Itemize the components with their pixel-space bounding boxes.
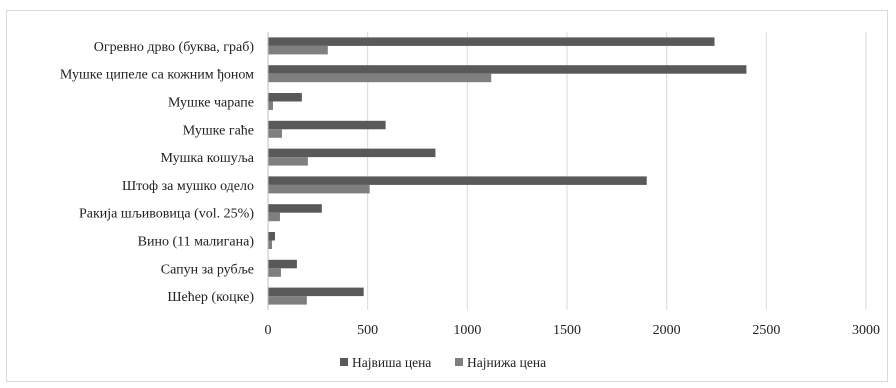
x-tick-label: 1500 — [553, 323, 581, 338]
bar-highest — [268, 259, 297, 269]
legend: Највиша цена Најнижа цена — [340, 355, 546, 370]
x-tick-label: 3000 — [852, 323, 880, 338]
bar-lowest — [268, 101, 273, 110]
category-label: Огревно дрво (буква, граб) — [94, 40, 255, 55]
bar-highest — [268, 204, 322, 213]
bar-highest — [268, 65, 747, 74]
bar-highest — [268, 120, 386, 130]
category-label: Сапун за рубље — [161, 262, 254, 277]
x-tick-label: 500 — [357, 323, 378, 338]
bar-lowest — [268, 268, 281, 277]
bar-lowest — [268, 212, 280, 222]
category-label: Мушке гаће — [183, 123, 254, 138]
x-tick-label: 1000 — [453, 323, 481, 338]
bar-highest — [268, 148, 436, 158]
bar-highest — [268, 37, 715, 46]
category-label: Шећер (коцке) — [167, 290, 254, 305]
category-label: Ракија шљивовица (vol. 25%) — [79, 207, 254, 222]
bars — [268, 37, 747, 305]
bar-lowest — [268, 73, 492, 83]
bar-lowest — [268, 45, 328, 55]
category-label: Мушка кошуља — [161, 151, 255, 166]
bar-lowest — [268, 129, 282, 138]
category-labels: Огревно дрво (буква, граб) Мушке ципеле с… — [60, 40, 255, 305]
x-tick-label: 2500 — [752, 323, 780, 338]
bar-lowest — [268, 240, 272, 249]
legend-label: Најнижа цена — [467, 355, 546, 370]
category-label: Мушке чарапе — [168, 96, 254, 111]
bar-lowest — [268, 157, 308, 166]
bar-highest — [268, 287, 364, 297]
category-label: Штоф за мушко одело — [122, 179, 254, 194]
x-tick-label: 2000 — [653, 323, 681, 338]
category-label: Мушке ципеле са кожним ђоном — [60, 68, 254, 83]
bar-highest — [268, 176, 647, 185]
legend-swatch — [455, 358, 463, 366]
bar-lowest — [268, 296, 307, 305]
x-tick-label: 0 — [265, 323, 272, 338]
bar-highest — [268, 232, 275, 241]
legend-label: Највиша цена — [352, 355, 431, 370]
x-tick-labels: 0 500 1000 1500 2000 2500 3000 — [265, 323, 881, 338]
category-label: Вино (11 малигана) — [138, 235, 255, 250]
bar-highest — [268, 93, 302, 102]
bar-lowest — [268, 184, 370, 194]
legend-swatch — [340, 358, 348, 366]
